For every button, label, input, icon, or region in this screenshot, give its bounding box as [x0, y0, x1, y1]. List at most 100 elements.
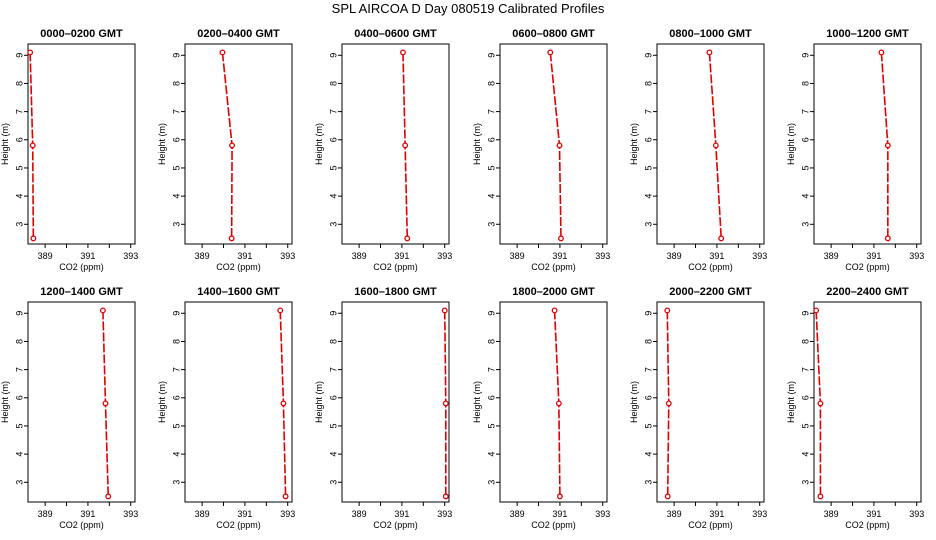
x-tick-label: 389 [510, 509, 525, 519]
y-tick-label: 3 [328, 222, 338, 227]
y-tick-label: 7 [171, 367, 181, 372]
panel-title: 0600–0800 GMT [512, 28, 595, 40]
y-tick-label: 6 [643, 395, 653, 400]
plot-frame [341, 301, 450, 503]
x-tick-label: 393 [909, 251, 924, 261]
x-axis-label: CO2 (ppm) [531, 262, 576, 272]
y-tick-label: 5 [14, 165, 24, 170]
y-tick-label: 3 [328, 480, 338, 485]
x-axis-label: CO2 (ppm) [845, 520, 890, 530]
y-tick-label: 3 [643, 222, 653, 227]
data-point [664, 307, 671, 314]
y-tick-label: 6 [800, 395, 810, 400]
y-tick-label: 4 [800, 194, 810, 199]
data-point [664, 493, 671, 500]
y-tick-label: 7 [486, 109, 496, 114]
y-tick-label: 8 [643, 339, 653, 344]
plot-frame [813, 43, 922, 245]
x-tick-label: 393 [752, 509, 767, 519]
y-tick-label: 5 [328, 165, 338, 170]
y-tick-label: 4 [171, 452, 181, 457]
y-tick-label: 5 [171, 423, 181, 428]
panel-6: 1000–1200 GMT 389 391 393 3 4 5 6 7 8 9 CO2 (ppm) He… [786, 28, 924, 272]
y-tick-label: 8 [800, 339, 810, 344]
x-tick-label: 389 [38, 251, 53, 261]
x-tick-label: 393 [280, 251, 295, 261]
data-point [555, 400, 562, 407]
y-tick-label: 9 [328, 53, 338, 58]
plot-frame [499, 43, 608, 245]
y-tick-label: 8 [328, 81, 338, 86]
data-point [558, 235, 564, 242]
x-axis-label: CO2 (ppm) [845, 262, 890, 272]
panel-7: 1200–1400 GMT 389 391 393 3 4 5 6 7 8 9 CO2 (ppm) He… [0, 286, 138, 530]
data-point [228, 235, 235, 242]
x-tick-label: 391 [552, 509, 567, 519]
x-tick-label: 391 [394, 509, 409, 519]
x-tick-label: 391 [80, 251, 95, 261]
plot-frame [27, 43, 136, 245]
y-tick-label: 4 [800, 452, 810, 457]
panel-title: 2200–2400 GMT [826, 286, 909, 298]
y-tick-label: 5 [800, 165, 810, 170]
data-point [712, 142, 719, 149]
y-tick-label: 8 [14, 81, 24, 86]
panel-title: 1800–2000 GMT [512, 286, 595, 298]
data-point [402, 142, 409, 149]
panel-title: 0400–0600 GMT [354, 28, 437, 40]
x-tick-label: 391 [866, 251, 881, 261]
plot-frame [27, 301, 136, 503]
y-tick-label: 9 [171, 53, 181, 58]
data-point [282, 493, 289, 500]
x-tick-label: 393 [437, 251, 452, 261]
y-axis-label: Height (m) [472, 123, 482, 165]
y-tick-label: 5 [486, 423, 496, 428]
y-tick-label: 4 [486, 194, 496, 199]
y-tick-label: 4 [643, 194, 653, 199]
y-axis-label: Height (m) [0, 381, 10, 423]
y-tick-label: 7 [14, 367, 24, 372]
x-tick-label: 389 [667, 251, 682, 261]
y-tick-label: 3 [486, 480, 496, 485]
panel-title: 1200–1400 GMT [40, 286, 123, 298]
y-tick-label: 9 [14, 311, 24, 316]
panel-5: 0800–1000 GMT 389 391 393 3 4 5 6 7 8 9 CO2 (ppm) He… [629, 28, 767, 272]
data-point [404, 235, 411, 242]
data-point [556, 493, 563, 500]
y-tick-label: 6 [14, 395, 24, 400]
y-tick-label: 7 [486, 367, 496, 372]
data-point [400, 49, 406, 56]
data-point [219, 49, 226, 56]
x-axis-label: CO2 (ppm) [216, 520, 261, 530]
y-tick-label: 3 [486, 222, 496, 227]
y-tick-label: 5 [328, 423, 338, 428]
y-tick-label: 7 [14, 109, 24, 114]
data-point [813, 307, 820, 314]
data-point [706, 49, 713, 56]
x-tick-label: 389 [352, 251, 367, 261]
x-tick-label: 393 [909, 509, 924, 519]
x-tick-label: 393 [595, 509, 610, 519]
x-tick-label: 389 [667, 509, 682, 519]
y-axis-label: Height (m) [786, 381, 796, 423]
y-tick-label: 7 [643, 367, 653, 372]
y-tick-label: 6 [328, 395, 338, 400]
y-axis-label: Height (m) [786, 123, 796, 165]
y-tick-label: 3 [800, 222, 810, 227]
y-tick-label: 9 [328, 311, 338, 316]
x-tick-label: 393 [280, 509, 295, 519]
y-tick-label: 9 [800, 53, 810, 58]
y-tick-label: 9 [486, 53, 496, 58]
y-axis-label: Height (m) [314, 381, 324, 423]
y-tick-label: 4 [14, 194, 24, 199]
panel-title: 0800–1000 GMT [669, 28, 752, 40]
data-point [277, 307, 284, 314]
y-tick-label: 8 [14, 339, 24, 344]
y-tick-label: 8 [643, 81, 653, 86]
panel-1: 0000–0200 GMT 389 391 393 3 4 5 6 7 8 9 CO2 (ppm) He… [0, 28, 138, 272]
y-tick-label: 7 [643, 109, 653, 114]
y-tick-label: 5 [486, 165, 496, 170]
data-point [105, 493, 112, 500]
x-tick-label: 391 [394, 251, 409, 261]
